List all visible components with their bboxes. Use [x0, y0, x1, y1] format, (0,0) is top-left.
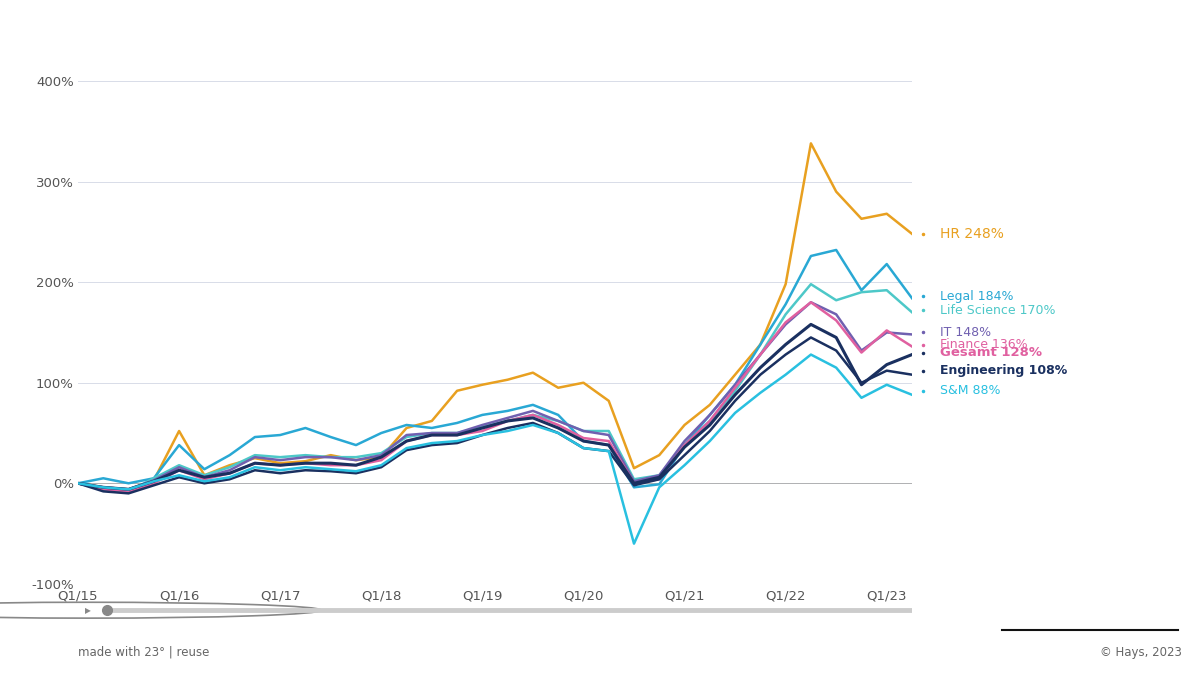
Text: made with 23° | reuse: made with 23° | reuse — [78, 646, 209, 659]
Text: HR 248%: HR 248% — [941, 227, 1004, 241]
Text: Gesamt 128%: Gesamt 128% — [941, 346, 1042, 359]
Text: Life Science 170%: Life Science 170% — [941, 304, 1056, 317]
Text: HAYS-FACHKRÄFTE-INDEX DEUTSCHLAND: HAYS-FACHKRÄFTE-INDEX DEUTSCHLAND — [22, 29, 539, 49]
Text: Engineering 108%: Engineering 108% — [941, 364, 1068, 377]
Text: ▶: ▶ — [85, 605, 91, 615]
Text: IT 148%: IT 148% — [941, 326, 991, 339]
Text: Finance 136%: Finance 136% — [941, 338, 1028, 351]
Text: S&M 88%: S&M 88% — [941, 384, 1001, 398]
Text: Legal 184%: Legal 184% — [941, 290, 1014, 302]
Text: © Hays, 2023: © Hays, 2023 — [1100, 646, 1182, 659]
